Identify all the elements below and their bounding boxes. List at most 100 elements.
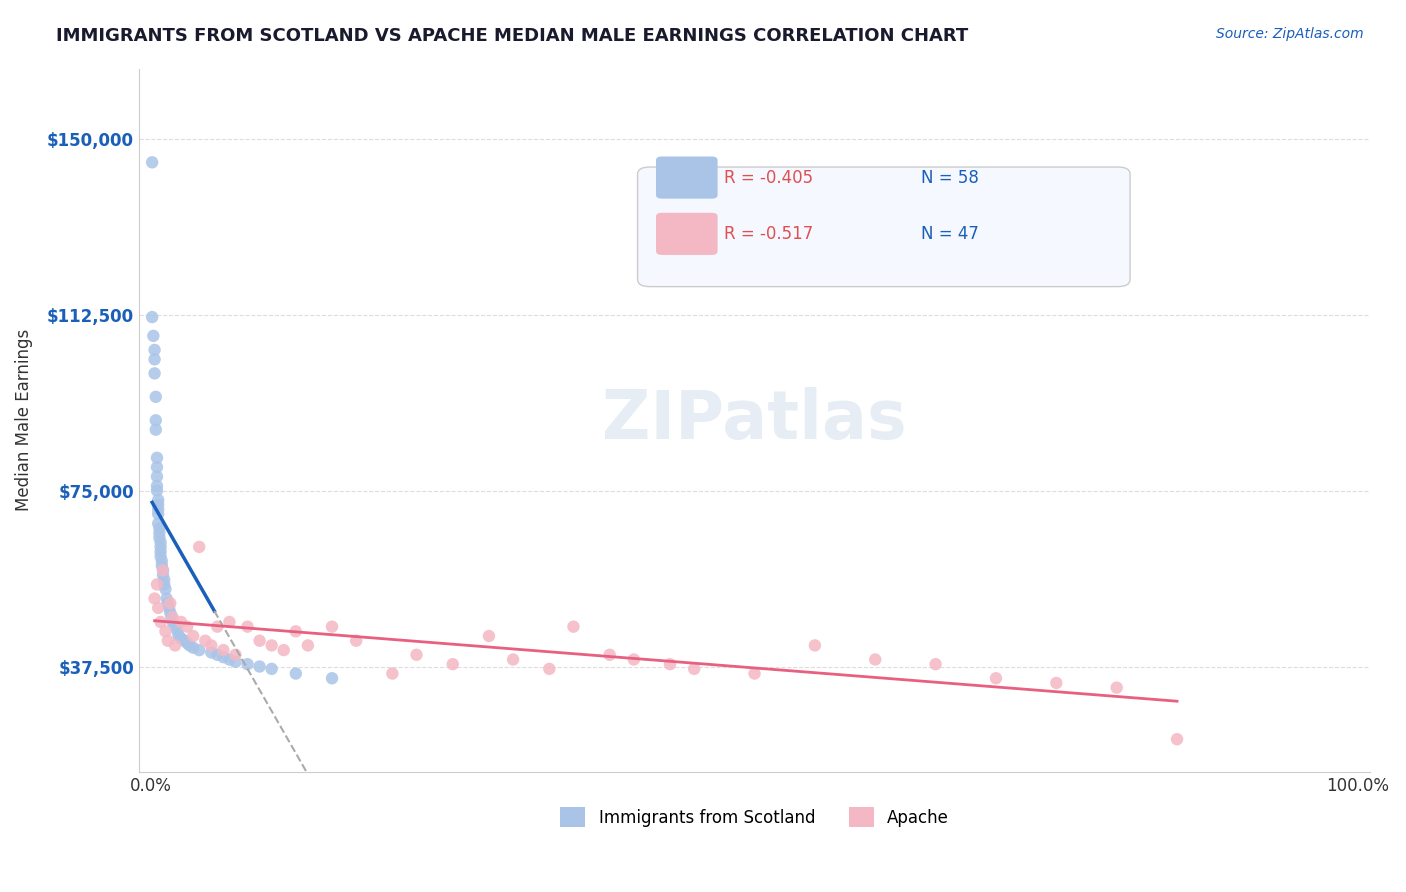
Text: N = 47: N = 47 (921, 225, 979, 243)
Point (284, 666, 307, 681)
Point (207, 620, 229, 634)
Point (148, 525, 170, 540)
Point (141, 310, 163, 324)
Point (200, 639, 222, 653)
Text: N = 58: N = 58 (921, 169, 979, 186)
Legend: Immigrants from Scotland, Apache: Immigrants from Scotland, Apache (554, 800, 956, 834)
Point (145, 390, 167, 404)
Point (146, 460, 169, 475)
Point (179, 639, 201, 653)
Point (148, 531, 170, 545)
Point (224, 648, 246, 662)
Point (236, 657, 259, 672)
Point (865, 652, 887, 666)
Point (170, 615, 193, 629)
Point (149, 544, 172, 558)
Point (218, 615, 240, 629)
Point (744, 666, 766, 681)
Point (405, 648, 427, 662)
Point (224, 655, 246, 669)
Point (149, 549, 172, 564)
Text: ZIPatlas: ZIPatlas (602, 387, 907, 453)
Point (149, 535, 172, 549)
Point (212, 650, 235, 665)
Point (157, 600, 180, 615)
Point (155, 582, 177, 596)
Point (146, 577, 169, 591)
Point (344, 633, 367, 648)
Point (148, 502, 170, 516)
Point (150, 554, 173, 568)
Point (146, 469, 169, 483)
Point (1105, 681, 1128, 695)
Point (148, 507, 170, 521)
Point (297, 639, 319, 653)
Point (924, 657, 946, 672)
Text: R = -0.405: R = -0.405 (724, 169, 813, 186)
Point (212, 643, 235, 657)
FancyBboxPatch shape (657, 213, 717, 255)
Point (156, 591, 179, 606)
Point (148, 600, 170, 615)
Point (984, 671, 1007, 685)
Point (167, 629, 190, 643)
Point (249, 659, 271, 673)
Point (152, 563, 174, 577)
Point (478, 629, 501, 643)
Text: R = -0.517: R = -0.517 (724, 225, 813, 243)
Point (284, 624, 307, 639)
Point (142, 329, 165, 343)
Point (683, 662, 706, 676)
Point (804, 639, 827, 653)
Text: IMMIGRANTS FROM SCOTLAND VS APACHE MEDIAN MALE EARNINGS CORRELATION CHART: IMMIGRANTS FROM SCOTLAND VS APACHE MEDIA… (56, 27, 969, 45)
Point (143, 591, 166, 606)
Point (159, 596, 181, 610)
Point (150, 558, 173, 573)
Point (159, 606, 181, 620)
Point (143, 367, 166, 381)
Point (218, 652, 240, 666)
Point (599, 648, 621, 662)
Point (148, 493, 170, 508)
Point (165, 639, 187, 653)
Point (207, 648, 229, 662)
Point (562, 620, 585, 634)
Point (166, 624, 188, 639)
Point (502, 652, 524, 666)
Point (321, 671, 343, 685)
Point (260, 639, 283, 653)
FancyBboxPatch shape (657, 156, 717, 199)
Point (165, 620, 187, 634)
Point (170, 632, 193, 646)
Point (176, 620, 198, 634)
Point (200, 645, 222, 659)
Point (160, 610, 183, 624)
Point (538, 662, 561, 676)
Point (148, 516, 170, 531)
Point (143, 343, 166, 357)
Point (146, 479, 169, 493)
Point (236, 620, 259, 634)
Point (249, 633, 271, 648)
Point (273, 643, 295, 657)
Text: Source: ZipAtlas.com: Source: ZipAtlas.com (1216, 27, 1364, 41)
Point (149, 540, 172, 554)
FancyBboxPatch shape (637, 167, 1130, 286)
Point (156, 633, 179, 648)
Point (321, 620, 343, 634)
Point (181, 640, 204, 655)
Point (162, 610, 184, 624)
Y-axis label: Median Male Earnings: Median Male Earnings (15, 329, 32, 511)
Point (148, 521, 170, 535)
Point (162, 615, 184, 629)
Point (441, 657, 464, 672)
Point (659, 657, 682, 672)
Point (381, 666, 404, 681)
Point (146, 450, 169, 465)
Point (143, 352, 166, 367)
Point (149, 615, 172, 629)
Point (181, 629, 204, 643)
Point (155, 624, 177, 639)
Point (1166, 732, 1188, 747)
Point (145, 413, 167, 427)
